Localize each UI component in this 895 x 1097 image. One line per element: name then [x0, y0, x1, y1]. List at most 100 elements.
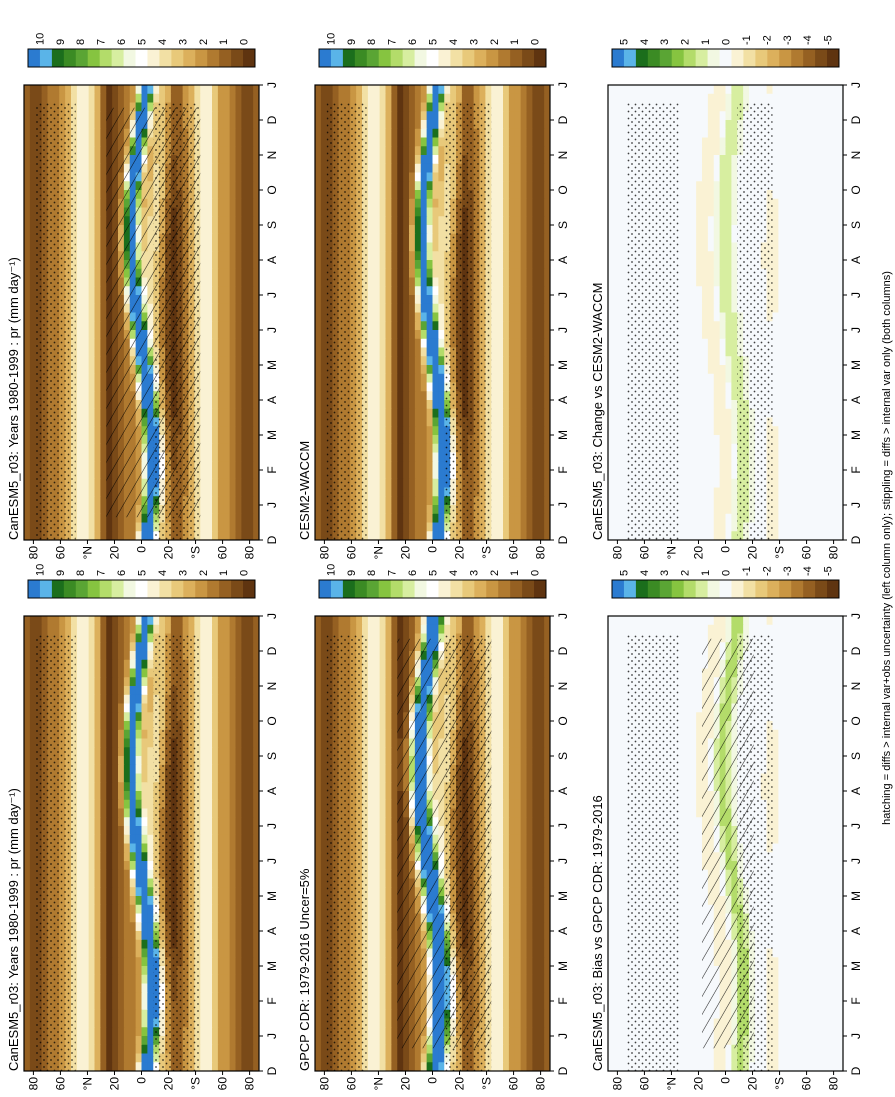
- heatmap-cell: [223, 746, 231, 756]
- heatmap-cell: [106, 737, 113, 748]
- month-tick-label: S: [265, 221, 279, 229]
- heatmap-cell: [217, 1044, 225, 1054]
- heatmap-cell: [385, 947, 392, 958]
- heatmap-cell: [100, 1035, 107, 1045]
- heatmap-cell: [82, 399, 90, 409]
- heatmap-cell: [82, 268, 90, 278]
- heatmap-cell: [212, 233, 219, 243]
- heatmap-cell: [538, 1000, 545, 1010]
- heatmap-cell: [24, 268, 31, 278]
- heatmap-cell: [76, 1044, 84, 1054]
- heatmap-cell: [247, 764, 254, 774]
- heatmap-cell: [200, 834, 207, 844]
- heatmap-cell: [229, 991, 237, 1001]
- heatmap-cell: [24, 895, 31, 905]
- heatmap-cell: [141, 521, 148, 532]
- heatmap-cell: [229, 632, 237, 643]
- heatmap-cell: [432, 1052, 439, 1063]
- heatmap-cell: [123, 632, 131, 643]
- month-tick-label: M: [265, 360, 279, 370]
- heatmap-cell: [206, 294, 213, 304]
- heatmap-cell: [223, 807, 231, 818]
- heatmap-cell: [123, 930, 131, 940]
- heatmap-cell: [123, 816, 131, 826]
- heatmap-cell: [82, 956, 90, 966]
- lat-tick-label: 20: [162, 1077, 176, 1091]
- heatmap-cell: [100, 1017, 107, 1028]
- heatmap-cell: [217, 807, 225, 818]
- heatmap-cell: [88, 241, 96, 252]
- heatmap-cell: [82, 982, 90, 993]
- heatmap-cell: [217, 834, 225, 844]
- heatmap-cell: [235, 259, 242, 269]
- heatmap-cell: [94, 119, 101, 129]
- heatmap-cell: [247, 469, 254, 479]
- heatmap-cell: [200, 206, 207, 217]
- heatmap-cell: [88, 1052, 96, 1063]
- heatmap-cell: [206, 469, 213, 479]
- heatmap-cell: [112, 720, 119, 730]
- heatmap-cell: [212, 895, 219, 905]
- heatmap-cell: [217, 425, 225, 435]
- heatmap-cell: [241, 416, 248, 427]
- heatmap-cell: [29, 285, 37, 295]
- heatmap-cell: [88, 381, 96, 392]
- heatmap-cell: [118, 746, 125, 756]
- colorbar-swatch: [147, 49, 160, 67]
- heatmap-cell: [135, 1017, 143, 1028]
- heatmap-cell: [212, 720, 219, 730]
- heatmap-cell: [118, 1000, 125, 1010]
- heatmap-cell: [367, 1061, 375, 1071]
- heatmap-cell: [217, 816, 225, 826]
- heatmap-cell: [76, 276, 84, 287]
- heatmap-cell: [76, 921, 84, 931]
- heatmap-cell: [241, 772, 248, 783]
- heatmap-cell: [229, 381, 237, 392]
- heatmap-cell: [100, 338, 107, 348]
- heatmap-cell: [247, 702, 254, 713]
- heatmap-cell: [29, 982, 37, 993]
- heatmap-cell: [29, 224, 37, 234]
- heatmap-cell: [82, 320, 90, 330]
- month-tick-label: J: [265, 502, 279, 508]
- heatmap-cell: [94, 746, 101, 756]
- month-tick-label: A: [265, 256, 279, 264]
- heatmap-cell: [200, 764, 207, 774]
- heatmap-cell: [82, 425, 90, 435]
- heatmap-cell: [100, 737, 107, 748]
- heatmap-cell: [223, 259, 231, 269]
- heatmap-cell: [526, 991, 533, 1001]
- heatmap-cell: [385, 1000, 392, 1010]
- colorbar-tick-label: 10: [34, 33, 46, 45]
- heatmap-cell: [253, 650, 259, 660]
- heatmap-cell: [229, 451, 237, 462]
- heatmap-cell: [217, 1052, 225, 1063]
- panel-title: CanESM5_r03: Years 1980-1999 : pr (mm da…: [6, 788, 21, 1071]
- heatmap-cell: [29, 939, 37, 949]
- heatmap-cell: [223, 451, 231, 462]
- heatmap-cell: [76, 1026, 84, 1036]
- heatmap-cell: [94, 154, 101, 164]
- heatmap-cell: [526, 939, 533, 949]
- heatmap-cell: [135, 807, 143, 818]
- heatmap-cell: [24, 1035, 31, 1045]
- heatmap-cell: [135, 825, 143, 835]
- heatmap-cell: [247, 685, 254, 695]
- heatmap-cell: [112, 912, 119, 923]
- heatmap-cell: [538, 982, 545, 993]
- heatmap-cell: [82, 947, 90, 958]
- heatmap-cell: [320, 1052, 328, 1063]
- heatmap-cell: [88, 285, 96, 295]
- heatmap-cell: [24, 346, 31, 357]
- heatmap-cell: [223, 1044, 231, 1054]
- heatmap-cell: [129, 737, 137, 748]
- heatmap-cell: [229, 694, 237, 704]
- heatmap-cell: [223, 991, 231, 1001]
- heatmap-cell: [76, 329, 84, 339]
- heatmap-cell: [88, 504, 96, 514]
- heatmap-cell: [241, 799, 248, 809]
- heatmap-cell: [212, 659, 219, 669]
- heatmap-cell: [223, 530, 231, 540]
- heatmap-cell: [247, 737, 254, 748]
- heatmap-cell: [88, 224, 96, 234]
